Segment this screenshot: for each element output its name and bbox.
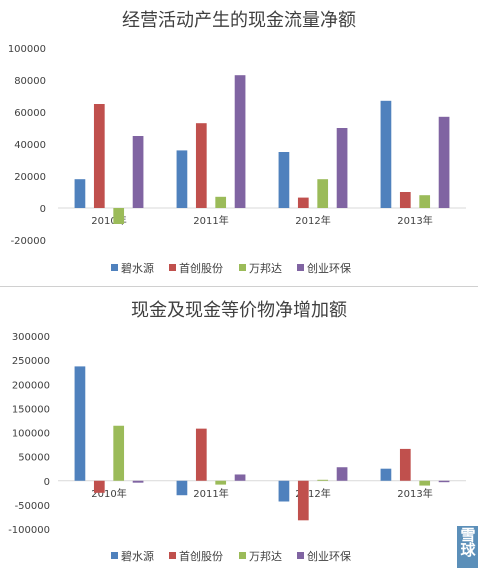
- y-tick-label: -50000: [15, 501, 50, 512]
- bar: [419, 195, 431, 208]
- y-tick-label: 100000: [8, 44, 46, 55]
- legend-label: 碧水源: [121, 261, 154, 275]
- bar: [93, 480, 105, 493]
- bar: [336, 467, 348, 481]
- chart-divider: [0, 286, 478, 287]
- bar: [380, 468, 392, 481]
- operating-cashflow-chart: 经营活动产生的现金流量净额 -20000 0 20000 40000 60000 80000…: [8, 10, 466, 275]
- legend-label: 万邦达: [249, 550, 282, 563]
- bar: [399, 448, 411, 481]
- y-tick-label: -100000: [8, 525, 50, 536]
- y-tick-label: 150000: [12, 404, 50, 415]
- legend-swatch: [239, 264, 246, 271]
- bar: [195, 123, 207, 208]
- legend-swatch: [297, 552, 304, 559]
- legend-label: 碧水源: [121, 549, 154, 563]
- watermark-logo: 雪球: [457, 526, 478, 568]
- legend-swatch: [111, 264, 118, 271]
- bar: [113, 425, 125, 481]
- category-label: 2013年: [397, 214, 432, 227]
- y-tick-label: 20000: [14, 172, 46, 183]
- y-tick-label: 40000: [14, 140, 46, 151]
- y-tick-label: 50000: [18, 453, 50, 464]
- bar: [380, 100, 392, 208]
- bar: [215, 196, 227, 208]
- y-tick-label: 0: [44, 477, 50, 488]
- legend-label: 创业环保: [307, 549, 351, 563]
- bar: [438, 480, 450, 483]
- bar: [132, 136, 144, 208]
- legend-label: 首创股份: [179, 261, 223, 275]
- bar: [317, 479, 329, 481]
- bar: [132, 480, 144, 483]
- cash-increase-chart: 现金及现金等价物净增加额 -100000 -50000 0 50000 100000 150…: [8, 300, 466, 563]
- bar: [297, 197, 309, 208]
- bar: [74, 366, 86, 481]
- bar: [93, 104, 105, 208]
- bar: [234, 75, 246, 208]
- legend-swatch: [111, 552, 118, 559]
- y-tick-label: 200000: [12, 380, 50, 391]
- legend-label: 创业环保: [307, 261, 351, 275]
- bar: [74, 179, 86, 208]
- watermark-text: 雪球: [458, 527, 477, 557]
- category-label: 2012年: [295, 214, 330, 227]
- bar: [176, 480, 188, 496]
- legend-swatch: [297, 264, 304, 271]
- bar: [234, 474, 246, 481]
- y-tick-label: 80000: [14, 76, 46, 87]
- bar: [419, 480, 431, 486]
- legend-swatch: [239, 552, 246, 559]
- legend-label: 万邦达: [249, 262, 282, 275]
- y-tick-label: 250000: [12, 356, 50, 367]
- y-tick-label: -20000: [11, 236, 46, 247]
- bar: [336, 128, 348, 208]
- bar: [215, 480, 227, 485]
- bar: [438, 116, 450, 208]
- category-label: 2013年: [397, 487, 432, 500]
- bar: [113, 208, 125, 224]
- category-label: 2011年: [193, 214, 228, 227]
- bar: [399, 192, 411, 208]
- bar: [195, 428, 207, 481]
- y-tick-label: 100000: [12, 429, 50, 440]
- y-tick-label: 60000: [14, 108, 46, 119]
- y-tick-label: 0: [40, 204, 46, 215]
- legend-swatch: [169, 552, 176, 559]
- bar: [176, 150, 188, 208]
- legend-swatch: [169, 264, 176, 271]
- chart-title: 现金及现金等价物净增加额: [131, 300, 347, 321]
- bar: [317, 179, 329, 208]
- bar: [278, 152, 290, 208]
- category-label: 2011年: [193, 487, 228, 500]
- legend-label: 首创股份: [179, 549, 223, 563]
- chart-title: 经营活动产生的现金流量净额: [122, 10, 356, 31]
- bar: [297, 480, 309, 521]
- bar: [278, 480, 290, 502]
- y-tick-label: 300000: [12, 332, 50, 343]
